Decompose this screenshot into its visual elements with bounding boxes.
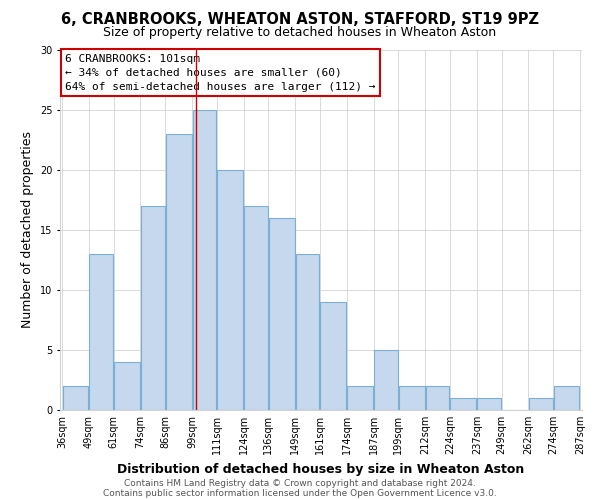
Bar bbox=[141, 206, 165, 410]
Text: 6, CRANBROOKS, WHEATON ASTON, STAFFORD, ST19 9PZ: 6, CRANBROOKS, WHEATON ASTON, STAFFORD, … bbox=[61, 12, 539, 28]
Bar bbox=[166, 134, 191, 410]
Text: Contains HM Land Registry data © Crown copyright and database right 2024.: Contains HM Land Registry data © Crown c… bbox=[124, 478, 476, 488]
Bar bbox=[269, 218, 295, 410]
Bar bbox=[426, 386, 449, 410]
Text: 6 CRANBROOKS: 101sqm
← 34% of detached houses are smaller (60)
64% of semi-detac: 6 CRANBROOKS: 101sqm ← 34% of detached h… bbox=[65, 54, 376, 92]
Bar bbox=[62, 386, 88, 410]
Bar bbox=[320, 302, 346, 410]
Bar bbox=[554, 386, 580, 410]
Bar bbox=[89, 254, 113, 410]
Bar bbox=[193, 110, 216, 410]
Bar bbox=[477, 398, 501, 410]
Bar bbox=[451, 398, 476, 410]
X-axis label: Distribution of detached houses by size in Wheaton Aston: Distribution of detached houses by size … bbox=[118, 462, 524, 475]
Bar bbox=[217, 170, 243, 410]
Text: Size of property relative to detached houses in Wheaton Aston: Size of property relative to detached ho… bbox=[103, 26, 497, 39]
Bar bbox=[399, 386, 425, 410]
Bar bbox=[114, 362, 140, 410]
Bar bbox=[347, 386, 373, 410]
Bar bbox=[296, 254, 319, 410]
Y-axis label: Number of detached properties: Number of detached properties bbox=[22, 132, 34, 328]
Bar bbox=[374, 350, 398, 410]
Bar bbox=[244, 206, 268, 410]
Text: Contains public sector information licensed under the Open Government Licence v3: Contains public sector information licen… bbox=[103, 488, 497, 498]
Bar bbox=[529, 398, 553, 410]
